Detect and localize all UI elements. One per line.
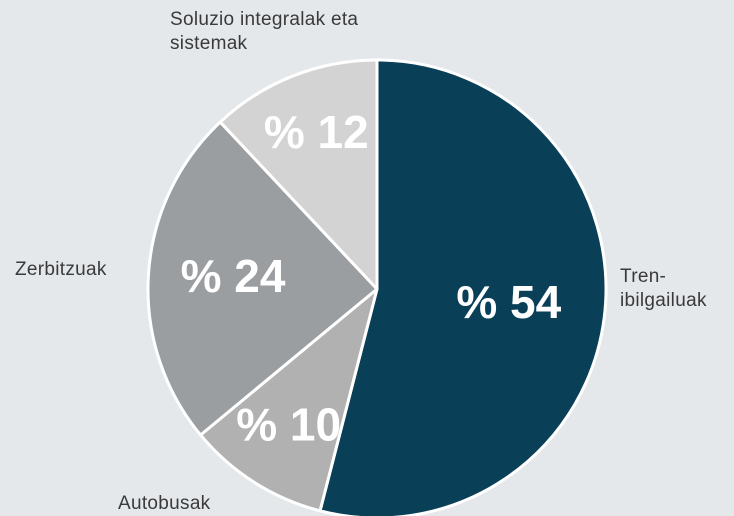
pie-slice <box>218 58 379 291</box>
category-label: Soluzio integralak eta sistemak <box>170 9 359 54</box>
category-label: Autobusak <box>118 493 211 514</box>
pie-slice <box>146 120 379 437</box>
category-label: Zerbitzuak <box>15 259 107 280</box>
pie-slice <box>318 58 608 516</box>
value-label: % 12 <box>264 106 369 158</box>
category-label: Tren-ibilgailuak <box>620 266 707 311</box>
value-label: % 24 <box>181 250 286 302</box>
value-label: % 54 <box>456 276 561 328</box>
pie-slice <box>199 287 379 513</box>
value-label: % 10 <box>236 398 341 450</box>
